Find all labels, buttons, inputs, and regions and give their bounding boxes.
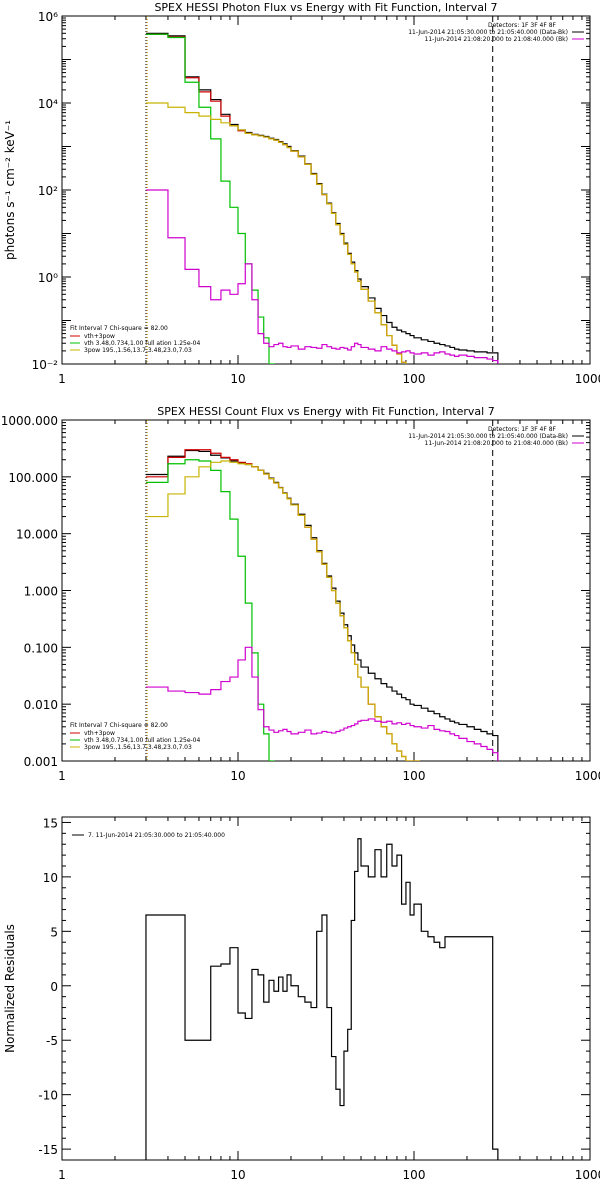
- series-line-1: [145, 449, 499, 761]
- y-tick-label: -10: [38, 1089, 58, 1103]
- y-tick-label: 0.010: [24, 698, 58, 712]
- y-tick-label: 0: [50, 980, 58, 994]
- y-tick-label: 0.001: [24, 755, 58, 769]
- x-tick-label: 100: [403, 769, 426, 783]
- panel-1: SPEX HESSI Photon Flux vs Energy with Fi…: [3, 1, 600, 386]
- y-tick-label: 10²: [38, 184, 58, 198]
- y-tick-label: 10⁴: [38, 97, 58, 111]
- y-tick-label: 10⁰: [38, 271, 58, 285]
- panel-2: SPEX HESSI Count Flux vs Energy with Fit…: [1, 405, 600, 783]
- legend-fit-item: 3pow 195.,1.56,13.7,3.48,23.0,7.03: [84, 744, 192, 751]
- y-tick-label: 1000.000: [1, 414, 58, 428]
- panel-3: 1 10 100 1000 -15 -10 -5 0 5 10 15 Normalized Resid…: [3, 816, 600, 1182]
- series-line-3: [145, 33, 275, 364]
- x-tick-label: 1000: [575, 1168, 600, 1182]
- legend-fit-item: vth 3.48,0.734,1.00 full ation 1.25e-04: [84, 340, 200, 347]
- legend-fit-item: vth+3pow: [84, 730, 115, 737]
- y-tick-label: -15: [38, 1143, 58, 1157]
- series-line-4: [145, 460, 420, 761]
- x-tick-label: 10: [230, 372, 245, 386]
- series-line-4: [145, 102, 407, 364]
- x-tick-label: 1000: [575, 769, 600, 783]
- y-tick-label: 0.100: [24, 641, 58, 655]
- legend-fit-item: vth 3.48,0.734,1.00 full ation 1.25e-04: [84, 737, 200, 744]
- legend-top-item: 11-Jun-2014 21:08:20.000 to 21:08:40.000…: [425, 36, 568, 43]
- y-axis-label: Normalized Residuals: [3, 924, 17, 1053]
- legend-top-item: 11-Jun-2014 21:05:30.000 to 21:05:40.000…: [408, 29, 568, 36]
- series-group: [145, 449, 499, 761]
- chart-title: SPEX HESSI Photon Flux vs Energy with Fi…: [154, 1, 497, 14]
- series-line-5: [145, 646, 499, 761]
- y-axis-label: photons s⁻¹ cm⁻² keV⁻¹: [3, 120, 17, 260]
- y-tick-label: 1.000: [24, 585, 58, 599]
- legend-detectors: Detectors: 1F 3F 4F 8F: [488, 22, 557, 29]
- x-tick-label: 1: [58, 1168, 66, 1182]
- series-group: [145, 838, 499, 1160]
- series-line-5: [145, 189, 499, 364]
- x-tick-label: 10: [230, 769, 245, 783]
- y-tick-label: 100.000: [8, 471, 58, 485]
- chart-title: SPEX HESSI Count Flux vs Energy with Fit…: [157, 405, 494, 418]
- series-line-3: [145, 459, 275, 761]
- x-tick-label: 100: [403, 1168, 426, 1182]
- legend-fit-item: 3pow 195.,1.56,13.7,3.48,23.0,7.03: [84, 347, 192, 354]
- series-group: [145, 32, 499, 364]
- x-tick-label: 1: [58, 769, 66, 783]
- x-tick-label: 1: [58, 372, 66, 386]
- legend-fit-header: Fit Interval 7 Chi-square = 82.00: [70, 722, 168, 729]
- y-tick-label: 10⁶: [38, 10, 58, 24]
- legend-fit-header: Fit Interval 7 Chi-square = 82.00: [70, 325, 168, 332]
- series-line-2: [145, 33, 407, 364]
- plot-frame: [61, 15, 591, 365]
- legend-item: 7. 11-Jun-2014 21:05:30.000 to 21:05:40.…: [88, 832, 225, 839]
- legend-top-item: 11-Jun-2014 21:05:30.000 to 21:05:40.000…: [408, 433, 568, 440]
- y-tick-label: 10⁻²: [32, 358, 59, 372]
- plot-frame: [61, 419, 591, 762]
- y-tick-label: -5: [46, 1034, 58, 1048]
- y-tick-label: 5: [50, 925, 58, 939]
- plot-frame: [61, 816, 591, 1161]
- x-tick-label: 1000: [575, 372, 600, 386]
- legend-detectors: Detectors: 1F 3F 4F 8F: [488, 426, 557, 433]
- y-tick-label: 10: [43, 871, 58, 885]
- x-tick-label: 100: [403, 372, 426, 386]
- legend-fit-item: vth+3pow: [84, 333, 115, 340]
- series-line-1: [145, 838, 499, 1160]
- y-tick-label: 10.000: [16, 528, 58, 542]
- x-tick-label: 10: [230, 1168, 245, 1182]
- y-tick-label: 15: [43, 816, 58, 830]
- legend-top-item: 11-Jun-2014 21:08:20.000 to 21:08:40.000…: [425, 440, 568, 447]
- series-line-2: [145, 449, 420, 761]
